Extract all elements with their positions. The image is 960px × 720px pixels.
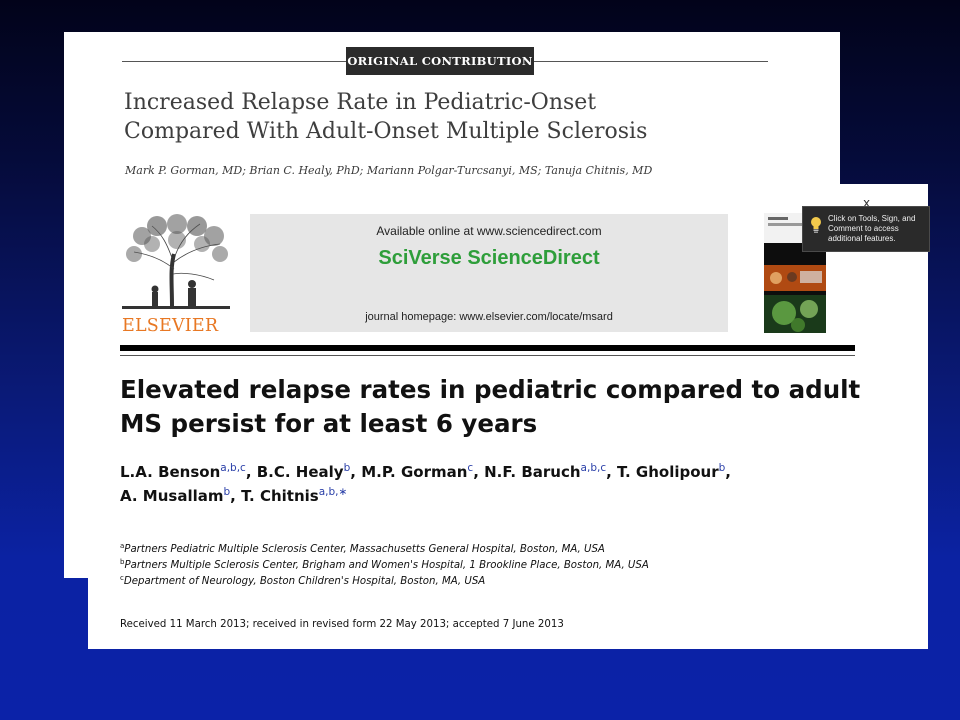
- elsevier-logo-text: ELSEVIER: [122, 316, 219, 336]
- author-name: N.F. Baruch: [484, 463, 581, 481]
- affiliation-mark: c: [120, 574, 124, 582]
- elsevier-tree-logo: [122, 214, 230, 310]
- author-sep: ,: [350, 463, 362, 481]
- affiliation-item: cDepartment of Neurology, Boston Childre…: [120, 574, 880, 590]
- author-affil-sup[interactable]: b: [223, 486, 231, 498]
- tooltip-text: Click on Tools, Sign, and Comment to acc…: [828, 214, 928, 244]
- author-affil-sup[interactable]: a,b,∗: [318, 486, 348, 498]
- back-article-title: Increased Relapse Rate in Pediatric-Onse…: [124, 88, 764, 146]
- front-article-title: Elevated relapse rates in pediatric comp…: [120, 373, 880, 441]
- front-title-line-2: MS persist for at least 6 years: [120, 409, 538, 438]
- author-affil-sup[interactable]: c: [467, 462, 474, 474]
- back-title-line-2: Compared With Adult-Onset Multiple Scler…: [124, 119, 648, 144]
- tooltip-line-2: Comment to access: [828, 224, 899, 233]
- author-name: A. Musallam: [120, 487, 224, 505]
- back-title-line-1: Increased Relapse Rate in Pediatric-Onse…: [124, 90, 597, 115]
- header-rule-thin: [120, 355, 855, 356]
- author-name: B.C. Healy: [256, 463, 344, 481]
- author-name: T. Chitnis: [241, 487, 319, 505]
- front-article-page: ELSEVIER Available online at www.science…: [88, 184, 930, 649]
- front-article-authors: L.A. Bensona,b,c, B.C. Healyb, M.P. Gorm…: [120, 460, 880, 508]
- author-sep: ,: [245, 463, 257, 481]
- author-name: L.A. Benson: [120, 463, 221, 481]
- tooltip-close-icon[interactable]: x: [863, 196, 871, 210]
- available-online-text: Available online at www.sciencedirect.co…: [376, 224, 602, 238]
- author-sep: ,: [725, 463, 731, 481]
- affiliation-item: aPartners Pediatric Multiple Sclerosis C…: [120, 542, 880, 558]
- tooltip-line-3: additional features.: [828, 234, 896, 243]
- affiliation-item: bPartners Multiple Sclerosis Center, Bri…: [120, 558, 880, 574]
- author-name: T. Gholipour: [617, 463, 719, 481]
- received-dates: Received 11 March 2013; received in revi…: [120, 619, 564, 630]
- affiliations: aPartners Pediatric Multiple Sclerosis C…: [120, 542, 880, 590]
- affiliation-mark: a: [120, 542, 125, 550]
- tools-tooltip[interactable]: Click on Tools, Sign, and Comment to acc…: [802, 206, 930, 252]
- author-affil-sup[interactable]: a,b,c: [220, 462, 246, 474]
- sciencedirect-banner: Available online at www.sciencedirect.co…: [250, 214, 728, 332]
- author-sep: ,: [230, 487, 242, 505]
- sciverse-sciencedirect-logo: SciVerse ScienceDirect: [378, 247, 600, 269]
- tooltip-line-1: Click on Tools, Sign, and: [828, 214, 916, 223]
- author-affil-sup[interactable]: a,b,c: [580, 462, 607, 474]
- section-badge: ORIGINAL CONTRIBUTION: [346, 47, 534, 75]
- affiliation-text: Partners Pediatric Multiple Sclerosis Ce…: [124, 544, 605, 555]
- header-rule-thick: [120, 345, 855, 351]
- affiliation-text: Department of Neurology, Boston Children…: [123, 576, 486, 587]
- authors-line-2: A. Musallamb, T. Chitnisa,b,∗: [120, 484, 880, 508]
- author-affil-sup[interactable]: b: [718, 462, 726, 474]
- author-affil-sup[interactable]: b: [343, 462, 351, 474]
- author-sep: ,: [606, 463, 618, 481]
- lightbulb-icon: [811, 217, 821, 233]
- back-article-authors: Mark P. Gorman, MD; Brian C. Healy, PhD;…: [125, 164, 653, 177]
- front-title-line-1: Elevated relapse rates in pediatric comp…: [120, 375, 861, 404]
- journal-homepage-text: journal homepage: www.elsevier.com/locat…: [365, 311, 613, 323]
- affiliation-text: Partners Multiple Sclerosis Center, Brig…: [124, 560, 649, 571]
- author-name: M.P. Gorman: [361, 463, 468, 481]
- authors-line-1: L.A. Bensona,b,c, B.C. Healyb, M.P. Gorm…: [120, 460, 880, 484]
- affiliation-mark: b: [120, 558, 125, 566]
- author-sep: ,: [473, 463, 485, 481]
